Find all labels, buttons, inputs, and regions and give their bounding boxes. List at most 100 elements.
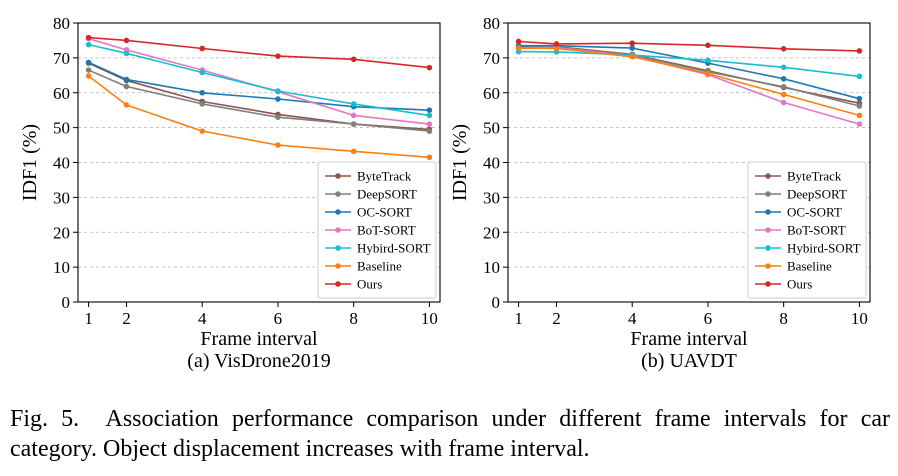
legend-swatch-marker <box>335 227 341 233</box>
legend-swatch-marker <box>335 191 341 197</box>
data-point-bot-sort <box>350 112 357 119</box>
y-tick-label: 10 <box>483 258 500 277</box>
data-point-ours <box>123 37 130 44</box>
y-tick-label: 60 <box>483 84 500 103</box>
legend-entry: ByteTrack <box>787 169 842 184</box>
data-point-bot-sort <box>856 121 863 127</box>
data-point-baseline <box>515 45 522 51</box>
y-tick-label: 30 <box>483 188 500 207</box>
data-point-ours <box>553 41 560 47</box>
data-point-ours <box>856 48 863 54</box>
caption-text: Association performance comparison under… <box>10 406 890 462</box>
data-point-hybird-sort <box>780 64 787 71</box>
x-tick-label: 2 <box>122 309 131 328</box>
data-point-baseline <box>350 148 357 155</box>
data-point-baseline <box>85 73 92 79</box>
legend-entry: Hybird-SORT <box>787 241 861 256</box>
legend-swatch-marker <box>765 227 771 233</box>
data-point-baseline <box>426 154 433 161</box>
x-tick-label: 6 <box>704 309 713 328</box>
data-point-hybird-sort <box>350 101 357 107</box>
y-axis-label: IDF1 (%) <box>449 124 471 201</box>
legend-swatch-marker <box>765 263 771 269</box>
y-axis-label: IDF1 (%) <box>19 124 41 201</box>
data-point-oc-sort <box>856 95 863 102</box>
data-point-deepsort <box>780 84 787 90</box>
series-line-oc-sort <box>518 44 860 100</box>
data-point-baseline <box>123 102 130 108</box>
legend-entry: Baseline <box>787 259 832 274</box>
legend-swatch-marker <box>335 281 341 287</box>
chart-subtitle: (b) UAVDT <box>641 350 737 372</box>
data-point-ours <box>275 53 281 59</box>
series-line-ours <box>518 40 860 52</box>
y-tick-label: 70 <box>53 49 70 68</box>
data-point-oc-sort <box>629 45 636 51</box>
y-tick-label: 10 <box>53 258 70 277</box>
legend-swatch-marker <box>765 281 771 287</box>
y-tick-label: 50 <box>483 119 500 138</box>
data-point-hybird-sort <box>123 50 130 57</box>
data-point-ours <box>350 56 357 63</box>
legend-entry: DeepSORT <box>357 187 417 202</box>
x-tick-label: 8 <box>349 309 358 328</box>
data-point-baseline <box>629 54 636 60</box>
y-tick-label: 20 <box>483 223 500 242</box>
data-point-baseline <box>275 142 281 148</box>
legend-swatch-marker <box>765 191 771 197</box>
y-tick-label: 50 <box>53 119 70 138</box>
legend-box <box>747 161 867 299</box>
data-point-deepsort <box>856 103 863 109</box>
caption-label: Fig. 5. <box>10 406 80 432</box>
legend-swatch-marker <box>335 209 341 215</box>
x-tick-label: 8 <box>779 309 788 328</box>
legend-swatch-marker <box>765 245 771 251</box>
chart-panel-1: 0 10 20 30 40 50 60 70 80 1 2 4 6 8 10 Frame interval(a… <box>19 14 441 372</box>
data-point-deepsort <box>426 128 433 134</box>
legend-entry: BoT-SORT <box>787 223 846 238</box>
data-point-deepsort <box>199 101 206 107</box>
x-axis-label: Frame interval <box>630 328 748 350</box>
series-line-oc-sort <box>88 61 430 111</box>
data-point-bot-sort <box>780 99 787 106</box>
data-point-deepsort <box>85 67 92 73</box>
data-point-ours <box>629 40 636 47</box>
legend-entry: ByteTrack <box>357 169 412 184</box>
legend-entry: OC-SORT <box>787 205 842 220</box>
y-tick-label: 40 <box>53 154 70 173</box>
data-point-baseline <box>856 112 863 119</box>
data-point-baseline <box>553 45 560 52</box>
data-point-oc-sort <box>275 96 281 102</box>
legend-swatch-marker <box>335 245 341 251</box>
x-tick-label: 1 <box>84 309 93 328</box>
series-line-bytetrack <box>88 62 430 131</box>
chart-legend: ByteTrack DeepSORT OC-SORT BoT-SORT Hybird-S… <box>747 161 867 299</box>
legend-entry: OC-SORT <box>357 205 412 220</box>
legend-box <box>317 161 437 299</box>
y-tick-label: 30 <box>53 188 70 207</box>
legend-entry: Ours <box>357 277 382 292</box>
data-point-ours <box>426 64 433 71</box>
x-tick-label: 1 <box>514 309 523 328</box>
y-tick-label: 80 <box>483 14 500 33</box>
data-point-hybird-sort <box>705 57 711 64</box>
x-tick-label: 10 <box>851 309 868 328</box>
series-line-ours <box>88 36 430 69</box>
x-tick-label: 4 <box>628 309 637 328</box>
data-point-baseline <box>705 70 711 77</box>
x-tick-label: 6 <box>274 309 283 328</box>
data-point-ours <box>199 45 206 52</box>
data-point-oc-sort <box>780 76 787 82</box>
legend-entry: BoT-SORT <box>357 223 416 238</box>
x-axis-label: Frame interval <box>200 328 318 350</box>
data-point-hybird-sort <box>426 112 433 119</box>
y-tick-label: 0 <box>492 293 501 312</box>
legend-swatch-marker <box>335 263 341 269</box>
series-line-baseline <box>518 47 860 117</box>
data-point-hybird-sort <box>85 41 92 48</box>
y-tick-label: 60 <box>53 84 70 103</box>
series-line-hybird-sort <box>518 50 860 78</box>
series-line-bot-sort <box>88 37 430 125</box>
x-tick-label: 2 <box>552 309 561 328</box>
y-tick-label: 80 <box>53 14 70 33</box>
